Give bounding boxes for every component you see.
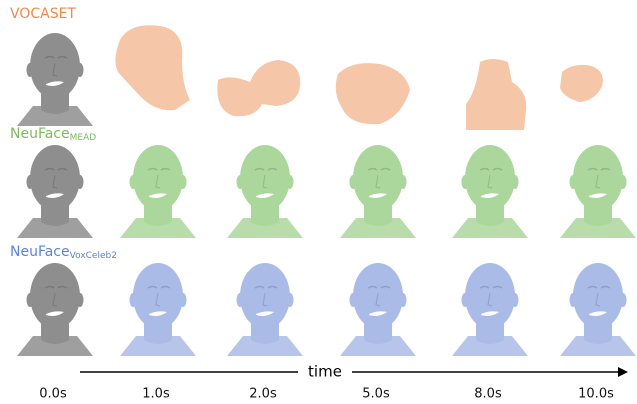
face-mesh	[16, 32, 94, 127]
face-mesh	[119, 262, 197, 357]
row-label: VOCASET	[10, 6, 76, 22]
time-label: 2.0s	[249, 387, 277, 402]
face-mesh	[559, 144, 637, 239]
time-label: 1.0s	[142, 387, 170, 402]
row-label: NeuFaceVoxCeleb2	[10, 244, 117, 261]
row-label-main: NeuFace	[10, 244, 70, 260]
time-label: 5.0s	[362, 387, 390, 402]
face-mesh	[339, 262, 417, 357]
mesh	[115, 25, 190, 111]
row-label: NeuFaceMEAD	[10, 126, 96, 143]
face-mesh	[226, 262, 304, 357]
deformed-meshes	[115, 25, 603, 130]
mesh	[560, 64, 603, 102]
arrow-head	[618, 367, 628, 377]
axis-label-bg	[298, 360, 352, 384]
mesh	[466, 59, 527, 130]
face-mesh	[119, 144, 197, 239]
face-mesh	[451, 144, 529, 239]
face-mesh	[339, 144, 417, 239]
face-mesh	[16, 144, 94, 239]
row-label-sub: MEAD	[70, 133, 97, 143]
axis-label: time	[308, 363, 342, 381]
time-label: 8.0s	[474, 387, 502, 402]
row-label-main: NeuFace	[10, 126, 70, 142]
mesh	[335, 63, 410, 125]
face-mesh	[559, 262, 637, 357]
face-mesh	[451, 262, 529, 357]
time-label: 0.0s	[39, 387, 67, 402]
face-mesh	[226, 144, 304, 239]
mesh	[217, 60, 301, 117]
face-mesh	[16, 262, 94, 357]
time-label: 10.0s	[578, 387, 614, 402]
row-label-sub: VoxCeleb2	[70, 251, 117, 261]
